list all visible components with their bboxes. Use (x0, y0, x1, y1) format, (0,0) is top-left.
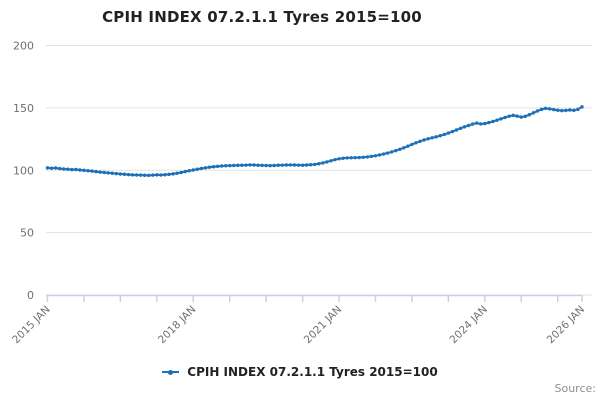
legend-label: CPIH INDEX 07.2.1.1 Tyres 2015=100 (187, 365, 438, 379)
svg-text:50: 50 (20, 227, 34, 240)
y-axis-labels: 0 50 100 150 200 (13, 40, 34, 303)
data-points (45, 105, 584, 178)
svg-text:2021 JAN: 2021 JAN (302, 304, 344, 346)
svg-text:2015 JAN: 2015 JAN (10, 304, 52, 346)
x-axis (46, 294, 583, 302)
svg-text:2026 JAN: 2026 JAN (545, 304, 587, 346)
y-gridlines (46, 45, 592, 296)
svg-text:150: 150 (13, 102, 34, 115)
svg-text:0: 0 (27, 289, 34, 302)
source-label: Source: (554, 382, 597, 395)
svg-text:100: 100 (13, 164, 34, 177)
legend-line-marker-icon (162, 369, 180, 375)
svg-text:2018 JAN: 2018 JAN (156, 304, 198, 346)
x-axis-labels: 2015 JAN 2018 JAN 2021 JAN 2024 JAN 2026 JAN (10, 304, 587, 346)
legend: CPIH INDEX 07.2.1.1 Tyres 2015=100 (0, 365, 600, 379)
svg-text:200: 200 (13, 40, 34, 53)
svg-text:2024 JAN: 2024 JAN (448, 304, 490, 346)
chart-title: CPIH INDEX 07.2.1.1 Tyres 2015=100 (102, 8, 422, 26)
